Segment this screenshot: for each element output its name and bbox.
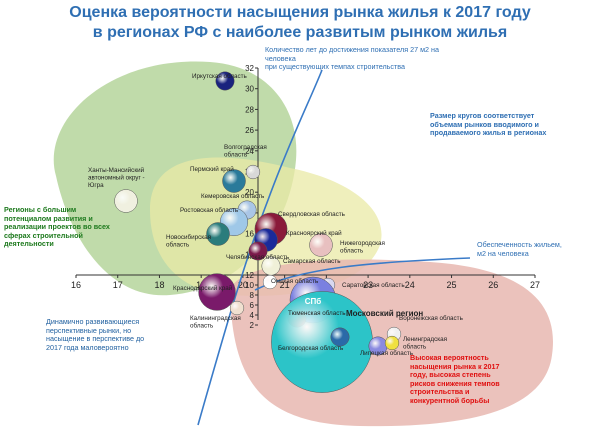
bubble [114, 189, 138, 213]
x-tick-label: 18 [154, 280, 164, 290]
bubble-label: Ленинградская область [403, 336, 447, 351]
y-tick-label: 2 [250, 321, 255, 330]
bubble-label: Воронежская область [399, 314, 464, 322]
size-note: Размер кругов соответствует объемам рынк… [430, 111, 590, 138]
y-tick-label: 30 [245, 85, 254, 94]
green-zone-line3: реализации проектов во всех [4, 222, 110, 232]
y-axis-note-line2: при существующих темпах строительства [265, 62, 406, 72]
y-tick-label: 24 [245, 147, 254, 156]
red-zone-line4: рисков снижения темпов [410, 378, 500, 388]
bubble [330, 327, 350, 347]
point-labels: Иркутская область Волгоградская область Пер… [88, 72, 464, 357]
y-tick-label: 8 [250, 291, 255, 300]
x-tick-label: 16 [71, 280, 81, 290]
bubble [206, 222, 230, 246]
bubble [245, 164, 261, 180]
bubble-label: Ханты-Мансийский автономный округ -Югра [88, 166, 145, 189]
bubble-label: Пермский край [190, 165, 234, 173]
bubble-label: Тюменская область [288, 309, 346, 317]
chart-title-line2: в регионах РФ с наиболее развитым рынком… [92, 24, 508, 41]
y-tick-label: 12 [245, 271, 254, 280]
x-tick-label: 20 [238, 280, 248, 290]
size-note-line1: Размер кругов соответствует [430, 111, 535, 120]
size-note-line2: объемам рынков вводимого и [430, 119, 539, 129]
bubble-label: Кемеровская область [201, 192, 265, 200]
y-axis-note: Количество лет до достижения показателя … [265, 45, 465, 72]
bubble [198, 273, 236, 311]
bubble-label: Самарская область [283, 257, 341, 265]
bubble [229, 300, 245, 316]
x-tick-label: 17 [113, 280, 123, 290]
bubble [309, 233, 333, 257]
bubble-label: Московский регион [346, 309, 423, 318]
y-tick-label: 4 [250, 311, 255, 320]
bubble-label: СПб [305, 297, 322, 306]
blue-zone-line1: Динамично развивающиеся [46, 317, 140, 326]
red-zone-line6: конкурентной борьбы [410, 395, 490, 405]
bubble [215, 71, 235, 91]
x-tick-label: 27 [530, 280, 540, 290]
red-zone-note: Высокая вероятность насыщения рынка к 20… [410, 353, 560, 406]
bubble [271, 291, 373, 393]
x-tick-label: 26 [488, 280, 498, 290]
y-tick-label: 20 [245, 188, 254, 197]
green-zone-note: Регионы с большим потенциалом развития и… [4, 205, 124, 249]
bubble-label: Липецкая область [360, 349, 414, 357]
y-tick-label: 16 [245, 230, 254, 239]
x-axis-note-line1: Обеспеченность жильем, [477, 240, 562, 249]
size-note-line3: продаваемого жилья в регионах [430, 128, 547, 138]
x-axis-note-line2: м2 на человека [477, 248, 529, 258]
y-axis-note-line1: Количество лет до достижения показателя … [265, 45, 439, 63]
y-tick-label: 28 [245, 105, 254, 114]
bubble-label: Краснодарский край [173, 284, 233, 292]
y-tick-label: 10 [245, 281, 254, 290]
red-zone-line5: строительства и [410, 387, 470, 397]
bubble-label: Нижегородская область [340, 240, 385, 255]
green-zone-line2: потенциалом развития и [4, 213, 93, 223]
red-zone-line1: Высокая вероятность [410, 353, 489, 362]
bubble-label: Белгородская область [278, 344, 344, 352]
bubble [384, 335, 400, 351]
green-zone-line1: Регионы с большим [4, 205, 77, 214]
blue-zone-line2: перспективные рынки, но [46, 325, 132, 335]
bubble-label: Калининградская область [190, 315, 241, 330]
y-tick-label: 26 [245, 126, 254, 135]
y-tick-label: 6 [250, 301, 255, 310]
x-tick-label: 24 [405, 280, 415, 290]
red-zone-line3: году, высокая степень [410, 370, 491, 380]
x-tick-label: 21 [280, 280, 290, 290]
bubble [248, 241, 268, 261]
bubble-label: Волгоградская область [224, 144, 267, 159]
blue-zone-line4: 2017 года маловероятно [46, 342, 129, 352]
green-zone-line5: деятельности [4, 239, 54, 249]
x-tick-label: 23 [363, 280, 373, 290]
blue-zone-note: Динамично развивающиеся перспективные ры… [46, 317, 186, 352]
bubble-label: Саратовская область [342, 281, 405, 289]
bubble-label: Ростовская область [180, 206, 239, 214]
x-tick-label: 25 [447, 280, 457, 290]
bubble-label: Новосибирская область [166, 233, 211, 249]
bubble [222, 169, 246, 193]
bubble-label: Иркутская область [192, 72, 248, 80]
blue-zone-line3: насыщение в перспективе до [46, 334, 145, 344]
bubble-label: Свердловская область [278, 210, 346, 218]
x-axis-note: Обеспеченность жильем, м2 на человека [477, 240, 597, 258]
divider-curve-vertical [197, 69, 323, 426]
y-tick-label: 32 [245, 64, 254, 73]
bubble-label: Омская область [271, 277, 319, 285]
green-zone-line4: сферах строительной [4, 230, 83, 240]
bubble [262, 274, 278, 290]
red-zone-line2: насыщения рынка к 2017 [410, 361, 500, 371]
bubble-label: Красноярский край [286, 229, 342, 237]
chart-title-line1: Оценка вероятности насыщения рынка жилья… [69, 4, 531, 21]
data-points [114, 71, 402, 393]
bubble-label: Челябинская область [226, 253, 290, 261]
